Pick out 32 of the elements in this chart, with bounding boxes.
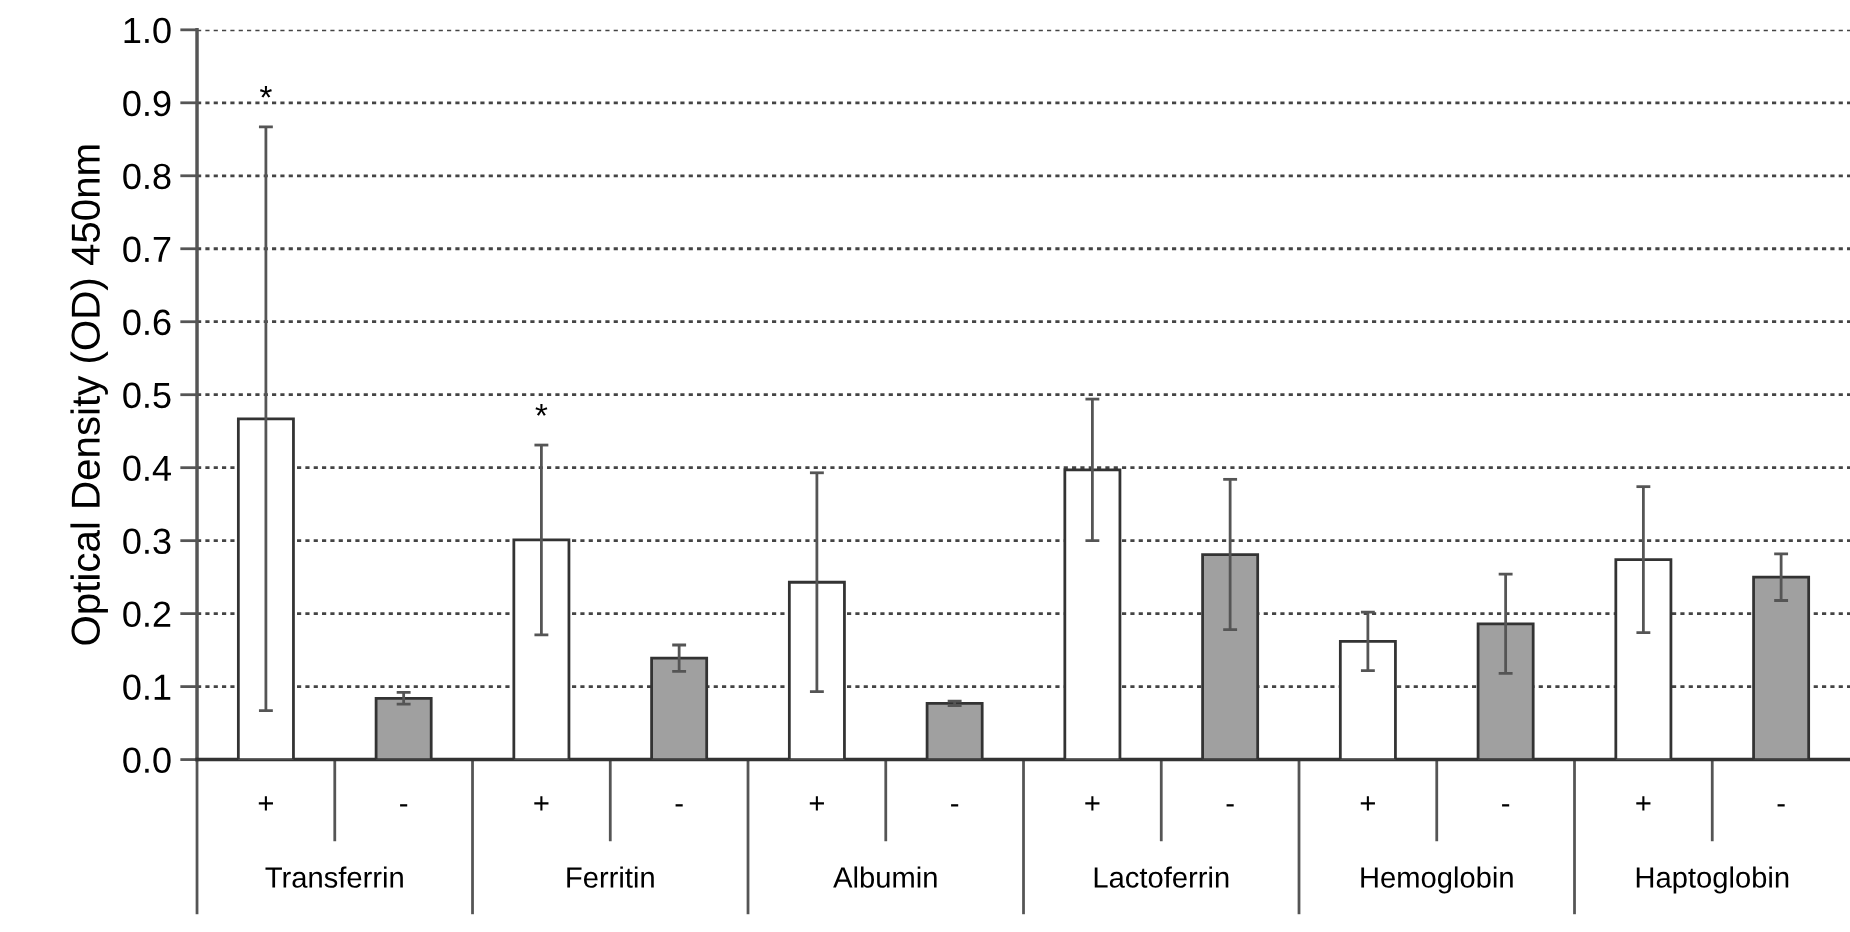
y-tick-label: 0.1 xyxy=(123,674,171,701)
annotation: * xyxy=(259,85,272,98)
x-tick-label: Albumin xyxy=(833,866,937,888)
text: + xyxy=(1360,796,1375,811)
y-tick-label: 0.4 xyxy=(123,455,171,482)
series-label: - xyxy=(400,804,408,807)
y-tick-label: 0.2 xyxy=(123,601,171,628)
text: - xyxy=(1226,804,1234,807)
y-tick-label: 0.5 xyxy=(123,382,171,409)
x-tick-label: Haptoglobin xyxy=(1636,866,1789,894)
y-tick-label: 0.6 xyxy=(123,309,171,336)
text: + xyxy=(1636,796,1651,811)
text: - xyxy=(1502,804,1510,807)
y-axis-title: Optical Density (OD) 450nm xyxy=(70,145,108,645)
series-label: + xyxy=(258,796,273,811)
annotation: * xyxy=(535,404,548,416)
text: + xyxy=(534,796,549,811)
x-tick-label: Lactoferrin xyxy=(1094,866,1229,888)
y-tick-label: 1.0 xyxy=(124,17,171,44)
x-tick-label: Hemoglobin xyxy=(1361,866,1513,894)
x-tick-label: Transferrin xyxy=(265,866,403,888)
y-tick-label: 0.0 xyxy=(123,747,171,774)
text: - xyxy=(951,804,959,807)
x-tick-label: Ferritin xyxy=(567,866,654,888)
text: + xyxy=(809,796,824,811)
y-tick-label: 0.3 xyxy=(123,528,171,555)
y-tick-label: 0.7 xyxy=(123,236,171,263)
y-tick-label: 0.9 xyxy=(123,90,171,117)
y-tick-label: 0.8 xyxy=(123,163,171,190)
text: - xyxy=(1777,804,1785,807)
text: + xyxy=(1085,796,1100,811)
text: - xyxy=(675,804,683,807)
